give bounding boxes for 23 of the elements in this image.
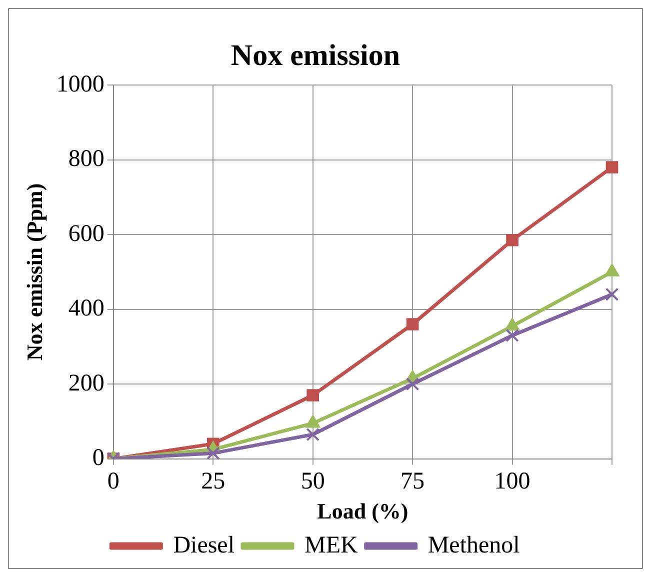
- x-tick-label: 75: [400, 468, 425, 494]
- legend-label: Diesel: [173, 532, 235, 558]
- point: [605, 288, 619, 301]
- y-axis-title: Nox emissin (Ppm): [22, 183, 47, 361]
- y-tick-label: 1000: [56, 71, 104, 98]
- y-tick-label: 0: [92, 445, 104, 472]
- point: [305, 414, 320, 428]
- y-tick-label: 400: [68, 296, 104, 322]
- chart-title: Nox emission: [230, 38, 400, 72]
- point: [506, 234, 518, 246]
- legend-label: Methenol: [428, 532, 520, 558]
- point: [406, 318, 419, 330]
- y-tick-label: 600: [68, 220, 104, 247]
- point: [506, 328, 519, 342]
- point: [606, 161, 618, 174]
- y-tick-label: 200: [68, 370, 104, 396]
- x-axis-title: Load (%): [317, 498, 408, 524]
- x-tick-label: 25: [201, 468, 226, 494]
- x-tick-label: 100: [494, 468, 530, 494]
- legend-label: MEK: [304, 532, 358, 558]
- y-tick-label: 800: [68, 146, 104, 172]
- point: [504, 318, 520, 331]
- x-tick-label: 50: [300, 468, 325, 494]
